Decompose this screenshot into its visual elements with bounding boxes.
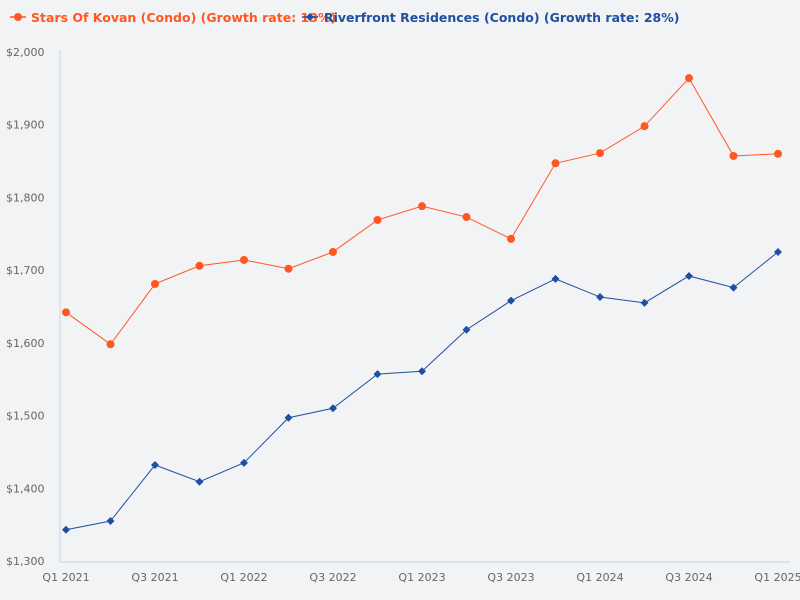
x-tick-label: Q1 2024 xyxy=(576,571,623,584)
data-point[interactable] xyxy=(195,477,204,486)
y-axis-ticks: $1,300 $1,400 $1,500 $1,600 $1,700 $1,800 $1,9… xyxy=(6,46,45,568)
x-axis-ticks: Q1 2021 Q3 2021 Q1 2022 Q3 2022 Q1 2023 Q3 20… xyxy=(42,571,800,584)
data-point[interactable] xyxy=(195,261,204,270)
data-point[interactable] xyxy=(284,264,293,273)
data-point[interactable] xyxy=(685,74,693,83)
data-point[interactable] xyxy=(640,298,649,307)
data-point[interactable] xyxy=(106,517,115,526)
data-point[interactable] xyxy=(329,247,337,256)
data-point[interactable] xyxy=(640,122,649,131)
data-point[interactable] xyxy=(240,458,248,467)
data-point[interactable] xyxy=(373,370,382,379)
legend: Stars Of Kovan (Condo) (Growth rate: 13%… xyxy=(10,10,679,25)
x-tick-label: Q1 2023 xyxy=(398,571,445,584)
data-point[interactable] xyxy=(284,413,293,422)
legend-diamond-marker xyxy=(306,13,314,21)
data-point[interactable] xyxy=(507,234,515,243)
data-point[interactable] xyxy=(373,215,382,224)
legend-circle-marker xyxy=(14,13,22,21)
y-tick-label: $1,400 xyxy=(6,482,45,495)
x-tick-label: Q3 2024 xyxy=(665,571,712,584)
y-tick-label: $1,300 xyxy=(6,555,45,568)
data-point[interactable] xyxy=(240,255,248,264)
x-tick-label: Q1 2022 xyxy=(220,571,267,584)
y-tick-label: $1,600 xyxy=(6,337,45,350)
data-point[interactable] xyxy=(729,151,738,160)
data-point[interactable] xyxy=(106,340,115,349)
data-point[interactable] xyxy=(774,149,782,158)
y-tick-label: $1,700 xyxy=(6,264,45,277)
data-point[interactable] xyxy=(62,525,70,534)
x-tick-label: Q3 2023 xyxy=(487,571,534,584)
series-line xyxy=(65,251,779,531)
data-point[interactable] xyxy=(551,274,560,283)
data-point[interactable] xyxy=(685,271,693,280)
x-tick-label: Q3 2021 xyxy=(131,571,178,584)
legend-item-stars-of-kovan[interactable]: Stars Of Kovan (Condo) (Growth rate: 13%… xyxy=(10,10,336,25)
series-stars-of-kovan xyxy=(62,74,782,349)
data-point[interactable] xyxy=(151,461,159,470)
data-point[interactable] xyxy=(329,404,337,413)
y-tick-label: $1,900 xyxy=(6,119,45,132)
data-point[interactable] xyxy=(507,296,515,305)
data-point[interactable] xyxy=(774,247,782,256)
series-group xyxy=(62,74,782,534)
x-tick-label: Q1 2021 xyxy=(42,571,89,584)
series-riverfront-residences xyxy=(62,247,782,534)
series-line xyxy=(65,77,779,346)
y-tick-label: $1,800 xyxy=(6,191,45,204)
data-point[interactable] xyxy=(462,213,471,222)
y-tick-label: $2,000 xyxy=(6,46,45,59)
x-tick-label: Q3 2022 xyxy=(309,571,356,584)
data-point[interactable] xyxy=(596,293,604,302)
data-point[interactable] xyxy=(418,202,426,211)
data-point[interactable] xyxy=(462,325,471,334)
data-point[interactable] xyxy=(151,279,159,288)
legend-label: Riverfront Residences (Condo) (Growth ra… xyxy=(324,10,679,25)
data-point[interactable] xyxy=(418,367,426,376)
data-point[interactable] xyxy=(551,159,560,168)
data-point[interactable] xyxy=(729,283,738,292)
y-tick-label: $1,500 xyxy=(6,410,45,423)
data-point[interactable] xyxy=(596,149,604,158)
data-point[interactable] xyxy=(62,308,70,317)
x-tick-label: Q1 2025 xyxy=(754,571,800,584)
legend-label: Stars Of Kovan (Condo) (Growth rate: 13%… xyxy=(31,10,336,25)
legend-item-riverfront-residences[interactable]: Riverfront Residences (Condo) (Growth ra… xyxy=(302,10,679,25)
